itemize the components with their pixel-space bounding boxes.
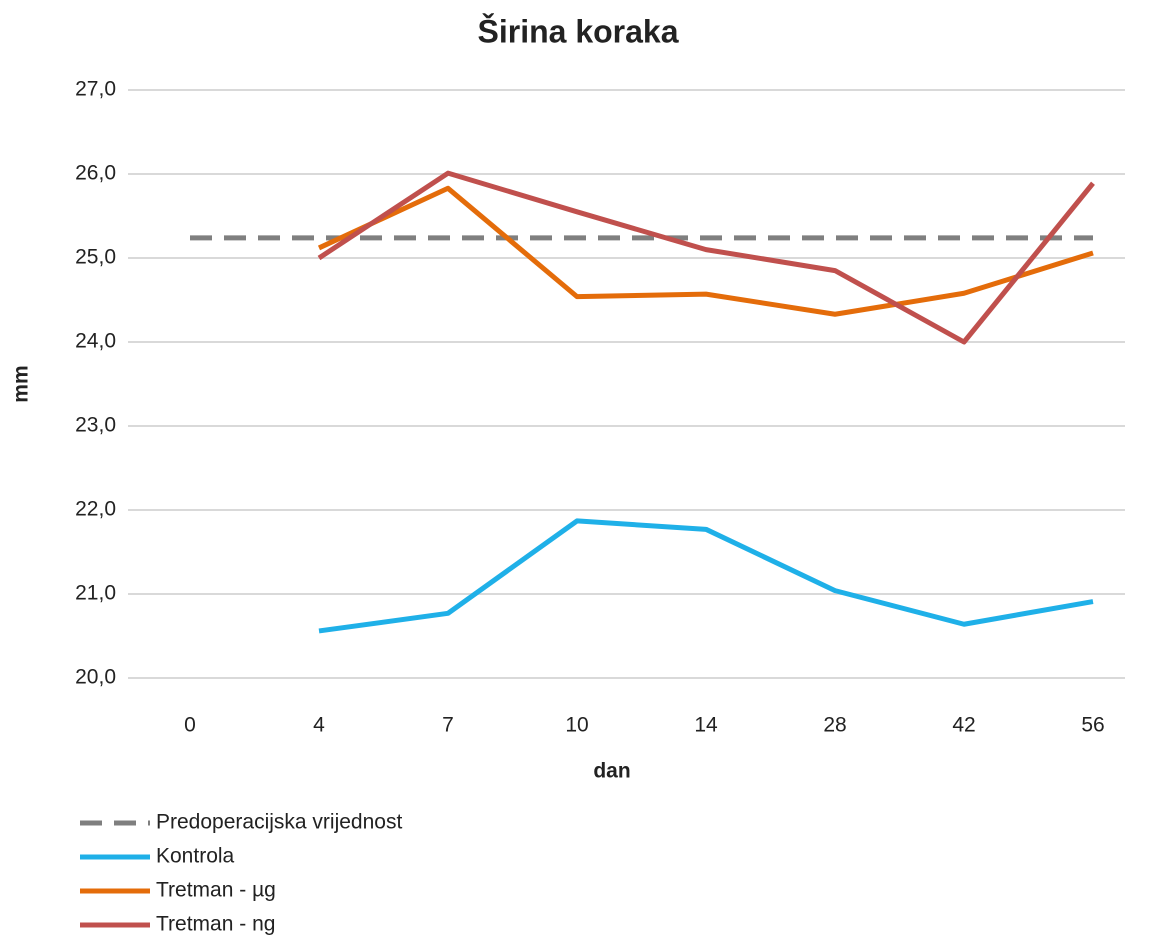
x-tick-label: 28 (823, 714, 846, 737)
x-axis-label: dan (593, 760, 630, 783)
y-tick-label: 26,0 (75, 162, 116, 185)
y-tick-label: 21,0 (75, 582, 116, 605)
series-line (318, 518, 1094, 634)
x-tick-label: 14 (694, 714, 718, 737)
x-tick-label: 10 (565, 714, 588, 737)
x-tick-label: 56 (1081, 714, 1104, 737)
y-axis-label: mm (10, 365, 33, 402)
series-line (317, 185, 1094, 317)
x-tick-label: 0 (184, 714, 196, 737)
y-tick-label: 24,0 (75, 330, 116, 353)
y-tick-label: 25,0 (75, 246, 116, 269)
y-tick-label: 20,0 (75, 666, 116, 689)
legend-label: Predoperacijska vrijednost (156, 811, 402, 834)
legend-label: Tretman - ng (156, 913, 275, 936)
legend-label: Kontrola (156, 845, 235, 868)
x-tick-label: 7 (442, 714, 454, 737)
y-tick-label: 23,0 (75, 414, 116, 437)
x-tick-label: 42 (952, 714, 975, 737)
series-line (317, 170, 1095, 345)
legend-label: Tretman - µg (156, 879, 276, 902)
y-tick-label: 22,0 (75, 498, 116, 521)
chart-title: Širina koraka (478, 13, 679, 49)
x-tick-label: 4 (313, 714, 325, 737)
y-tick-label: 27,0 (75, 78, 116, 101)
